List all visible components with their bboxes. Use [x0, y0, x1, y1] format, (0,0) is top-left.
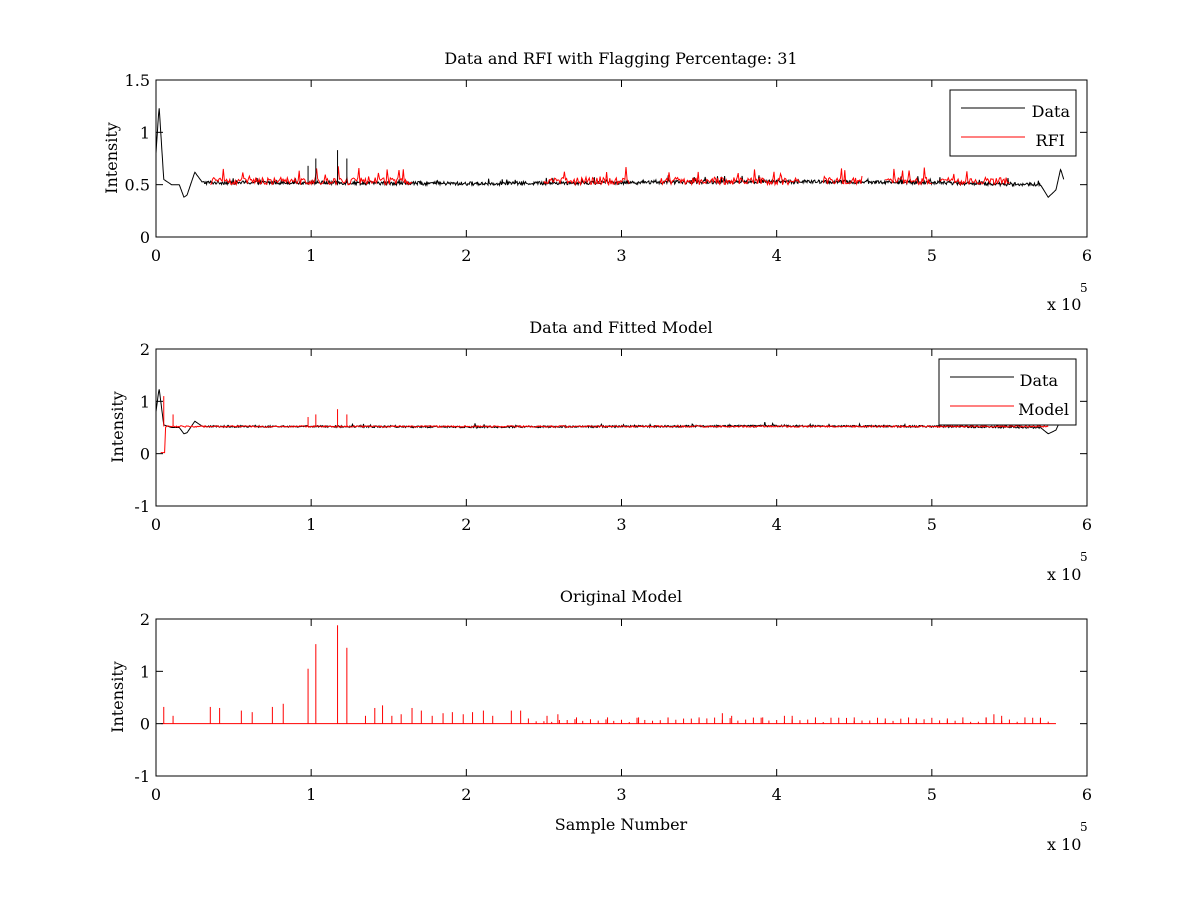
subplot-3-title: Original Model [560, 587, 682, 606]
subplot-2-title: Data and Fitted Model [529, 318, 712, 337]
series-rfi-segment [543, 167, 630, 187]
series-rfi-segment [939, 171, 1010, 186]
x-tick-label: 6 [1082, 515, 1092, 534]
x-tick-label: 3 [616, 785, 626, 804]
subplot-3-x-multiplier: x 10 [1047, 835, 1081, 854]
subplot-3-traces [160, 625, 1056, 725]
subplot-2-x-exponent: 5 [1080, 550, 1088, 564]
subplot-2-legend-label-model: Model [1018, 400, 1069, 419]
y-tick-label: 1 [140, 392, 150, 411]
x-tick-label: 1 [306, 246, 316, 265]
x-tick-label: 1 [306, 515, 316, 534]
subplot-1-ylabel: Intensity [102, 122, 121, 194]
x-tick-label: 0 [151, 785, 161, 804]
subplot-1-ticks: 0 1 2 3 4 5 6 0 0.5 1 1.5 [125, 71, 1093, 265]
subplot-1-x-multiplier: x 10 [1047, 295, 1081, 314]
x-tick-label: 0 [151, 515, 161, 534]
subplot-2-legend-box [938, 358, 1077, 426]
y-tick-label: -1 [134, 497, 150, 516]
subplot-2-x-multiplier: x 10 [1047, 565, 1081, 584]
y-tick-label: 1 [140, 123, 150, 142]
series-rfi-segment [885, 167, 933, 186]
subplot-2-traces [155, 389, 1065, 454]
subplot-1: Data and RFI with Flagging Percentage: 3… [102, 49, 1092, 314]
x-tick-label: 3 [616, 246, 626, 265]
subplot-1-legend: Data RFI [949, 89, 1077, 157]
x-tick-label: 5 [927, 785, 937, 804]
subplot-1-title: Data and RFI with Flagging Percentage: 3… [444, 49, 797, 68]
y-tick-label: 2 [140, 340, 150, 359]
y-tick-label: 0.5 [125, 176, 150, 195]
x-tick-label: 3 [616, 515, 626, 534]
series-model-line [160, 424, 1049, 454]
subplot-3-x-exponent: 5 [1080, 820, 1088, 834]
subplot-1-x-exponent: 5 [1080, 281, 1088, 295]
x-tick-label: 4 [772, 515, 782, 534]
subplot-2-legend-label-data: Data [1020, 371, 1059, 390]
y-tick-label: 1.5 [125, 71, 150, 90]
series-rfi-segment [210, 166, 413, 187]
subplot-3-xlabel: Sample Number [555, 815, 688, 834]
x-tick-label: 1 [306, 785, 316, 804]
x-tick-label: 5 [927, 246, 937, 265]
x-tick-label: 6 [1082, 246, 1092, 265]
subplot-1-legend-box [949, 89, 1077, 157]
series-rfi-segment [659, 169, 801, 187]
x-tick-label: 2 [461, 246, 471, 265]
x-tick-label: 2 [461, 515, 471, 534]
series-rfi-segment [822, 168, 863, 186]
x-tick-label: 4 [772, 785, 782, 804]
y-tick-label: 0 [140, 715, 150, 734]
x-tick-label: 6 [1082, 785, 1092, 804]
y-tick-label: 1 [140, 662, 150, 681]
x-tick-label: 0 [151, 246, 161, 265]
x-tick-label: 4 [772, 246, 782, 265]
y-tick-label: 0 [140, 445, 150, 464]
subplot-2-legend: Data Model [938, 358, 1077, 426]
subplot-1-traces [155, 108, 1065, 198]
y-tick-label: 0 [140, 228, 150, 247]
subplot-1-legend-label-data: Data [1032, 102, 1071, 121]
y-tick-label: -1 [134, 767, 150, 786]
y-tick-label: 2 [140, 610, 150, 629]
subplot-2: Data and Fitted Model Intensity 0 1 2 3 4 5 6 -… [108, 318, 1092, 584]
subplot-1-legend-label-rfi: RFI [1036, 131, 1065, 150]
subplot-2-ylabel: Intensity [108, 391, 127, 463]
subplot-3-ylabel: Intensity [108, 661, 127, 733]
x-tick-label: 5 [927, 515, 937, 534]
x-tick-label: 2 [461, 785, 471, 804]
